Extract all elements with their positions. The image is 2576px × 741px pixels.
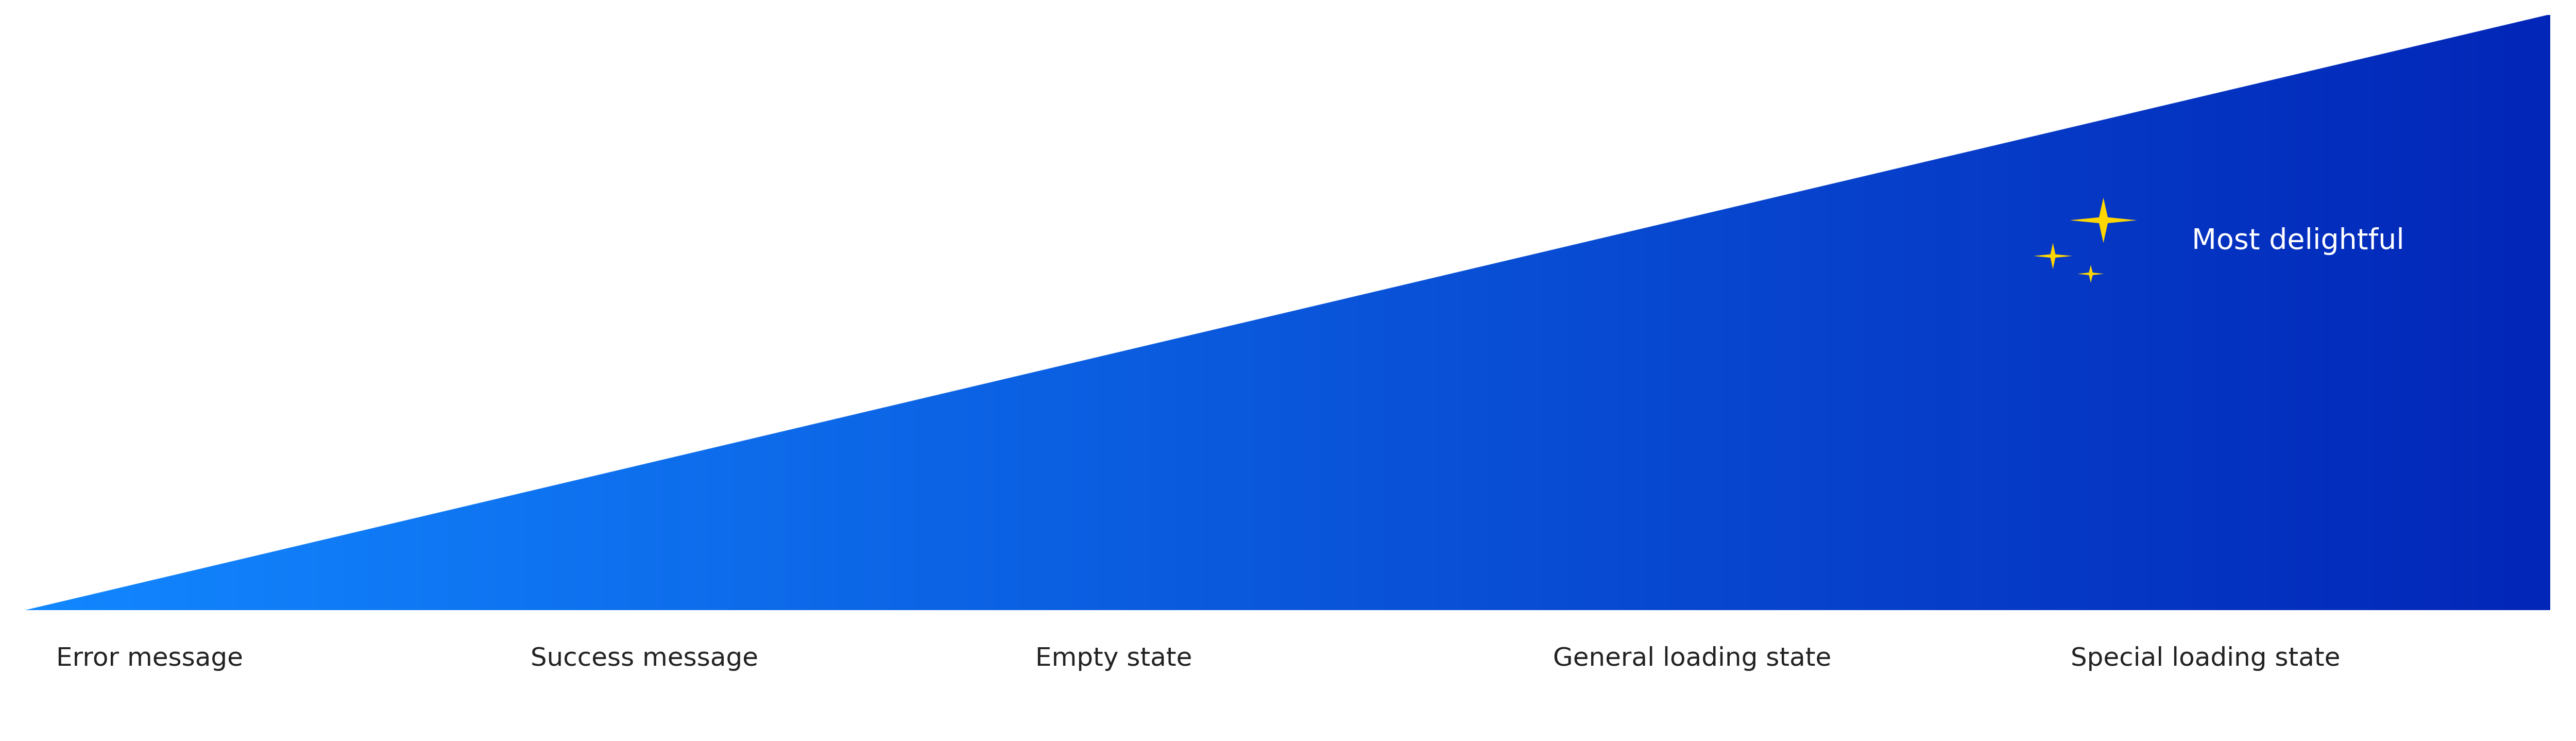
Text: Empty state: Empty state [1036,646,1193,671]
Text: Error message: Error message [57,646,242,671]
PathPatch shape [2032,243,2071,269]
PathPatch shape [2076,265,2105,283]
Text: Special loading state: Special loading state [2071,646,2339,671]
PathPatch shape [2071,198,2138,243]
Text: Most delightful: Most delightful [2192,227,2403,255]
Text: General loading state: General loading state [1553,646,1832,671]
Text: Success message: Success message [531,646,757,671]
